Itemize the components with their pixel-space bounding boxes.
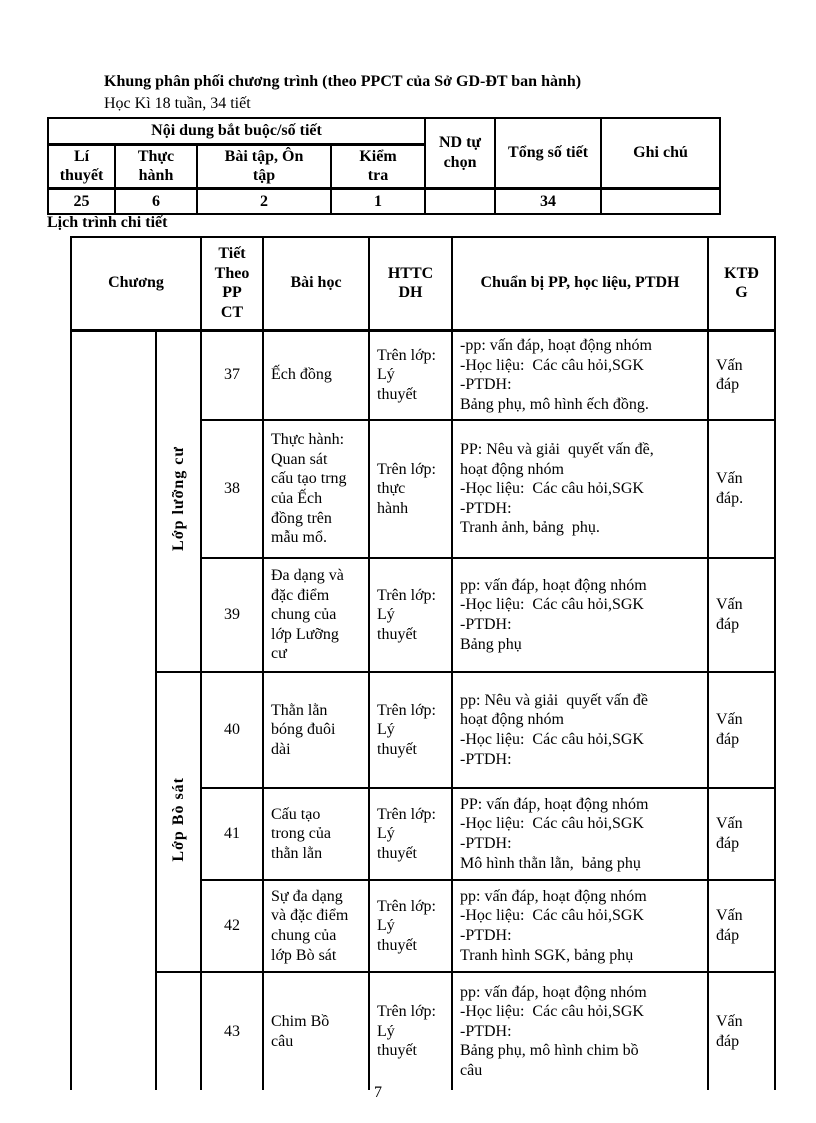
summary-value-theory: 25: [47, 187, 116, 216]
summary-header-notes: Ghi chú: [600, 116, 722, 190]
summary-header-optional-content: ND tự chọn: [424, 116, 497, 190]
summary-table: Nội dung bắt buộc/số tiết ND tự chọn Tổn…: [46, 116, 722, 216]
cell-form-38: Trên lớp: thực hành: [368, 419, 453, 559]
page-number: 7: [374, 1084, 382, 1101]
summary-value-exercise-review: 2: [196, 187, 332, 216]
cell-lesson-37: Ếch đồng: [262, 329, 370, 421]
cell-lesson-40: Thằn lằn bóng đuôi dài: [262, 671, 370, 789]
chapter-group-next: [155, 971, 202, 1090]
cell-form-40: Trên lớp: Lý thuyết: [368, 671, 453, 789]
cell-assessment-39: Vấn đáp: [707, 557, 776, 673]
schedule-table: Chương Tiết Theo PP CT Bài học HTTC DH C…: [70, 236, 776, 1090]
cell-lesson-41: Cấu tạo trong của thằn lằn: [262, 787, 370, 881]
cell-preparation-39: pp: vấn đáp, hoạt động nhóm -Học liệu: C…: [451, 557, 709, 673]
schedule-row-38: 38 Thực hành: Quan sát cấu tạo trng của …: [71, 419, 776, 559]
document-title: Khung phân phối chương trình (theo PPCT …: [104, 73, 582, 90]
schedule-table-container: Chương Tiết Theo PP CT Bài học HTTC DH C…: [70, 236, 776, 1090]
chapter-outer-cell: [70, 329, 157, 1090]
cell-lesson-43: Chim Bồ câu: [262, 971, 370, 1090]
summary-value-total: 34: [494, 187, 603, 216]
semester-info: Học Kì 18 tuần, 34 tiết: [104, 95, 251, 112]
cell-assessment-40: Vấn đáp: [707, 671, 776, 789]
schedule-header-row: Chương Tiết Theo PP CT Bài học HTTC DH C…: [70, 236, 776, 332]
summary-table-container: Nội dung bắt buộc/số tiết ND tự chọn Tổn…: [46, 116, 722, 216]
summary-value-notes: [600, 187, 722, 216]
summary-value-test: 1: [329, 187, 427, 216]
summary-subheader-exercise-review: Bài tập, Ôn tập: [196, 142, 332, 190]
chapter-group-amphibia-label: Lớp lưỡng cư: [169, 446, 187, 551]
cell-preparation-41: PP: vấn đáp, hoạt động nhóm -Học liệu: C…: [451, 787, 709, 881]
cell-form-42: Trên lớp: Lý thuyết: [368, 879, 453, 973]
cell-preparation-40: pp: Nêu và giải quyết vấn đề hoạt động n…: [451, 671, 709, 789]
summary-subheader-test: Kiểm tra: [329, 142, 427, 190]
cell-lesson-39: Đa dạng và đặc điểm chung của lớp Lưỡng …: [262, 557, 370, 673]
schedule-row-42: 42 Sự đa dạng và đặc điểm chung của lớp …: [71, 879, 776, 973]
cell-form-37: Trên lớp: Lý thuyết: [368, 329, 453, 421]
chapter-group-amphibia: Lớp lưỡng cư: [155, 329, 202, 673]
header-preparation: Chuẩn bị PP, học liệu, PTDH: [451, 236, 709, 332]
summary-subheader-practice: Thực hành: [114, 142, 198, 190]
header-teaching-form: HTTC DH: [368, 236, 453, 332]
header-period-number: Tiết Theo PP CT: [200, 236, 264, 332]
schedule-row-39: 39 Đa dạng và đặc điểm chung của lớp Lưỡ…: [71, 557, 776, 673]
schedule-row-43: 43 Chim Bồ câu Trên lớp: Lý thuyết pp: v…: [71, 971, 776, 1090]
header-chapter: Chương: [70, 236, 202, 332]
cell-lesson-42: Sự đa dạng và đặc điểm chung của lớp Bò …: [262, 879, 370, 973]
schedule-row-37: Lớp lưỡng cư 37 Ếch đồng Trên lớp: Lý th…: [70, 329, 776, 1090]
schedule-section-heading: Lịch trình chi tiết: [47, 214, 168, 231]
cell-form-43: Trên lớp: Lý thuyết: [368, 971, 453, 1090]
cell-period-41: 41: [200, 787, 264, 881]
chapter-group-reptilia: Lớp Bò sát: [155, 671, 202, 973]
cell-period-37: 37: [200, 329, 264, 421]
summary-value-optional: [424, 187, 497, 216]
cell-period-38: 38: [200, 419, 264, 559]
header-lesson: Bài học: [262, 236, 370, 332]
chapter-group-reptilia-label: Lớp Bò sát: [169, 776, 187, 862]
header-assessment: KTĐ G: [707, 236, 776, 332]
cell-preparation-37: -pp: vấn đáp, hoạt động nhóm -Học liệu: …: [451, 329, 709, 421]
cell-assessment-43: Vấn đáp: [707, 971, 776, 1090]
summary-header-required-content: Nội dung bắt buộc/số tiết: [46, 117, 427, 146]
cell-assessment-37: Vấn đáp: [707, 329, 776, 421]
cell-assessment-41: Vấn đáp: [707, 787, 776, 881]
schedule-row-41: 41 Cấu tạo trong của thằn lằn Trên lớp: …: [71, 787, 776, 881]
summary-value-practice: 6: [114, 187, 198, 216]
summary-header-total-periods: Tổng số tiết: [494, 116, 603, 190]
schedule-row-40: Lớp Bò sát 40 Thằn lằn bóng đuôi dài Trê…: [71, 671, 776, 973]
cell-period-39: 39: [200, 557, 264, 673]
cell-period-40: 40: [200, 671, 264, 789]
cell-assessment-38: Vấn đáp.: [707, 419, 776, 559]
cell-period-42: 42: [200, 879, 264, 973]
cell-lesson-38: Thực hành: Quan sát cấu tạo trng của Ếch…: [262, 419, 370, 559]
cell-preparation-43: pp: vấn đáp, hoạt động nhóm -Học liệu: C…: [451, 971, 709, 1090]
cell-period-43: 43: [200, 971, 264, 1090]
cell-form-39: Trên lớp: Lý thuyết: [368, 557, 453, 673]
cell-assessment-42: Vấn đáp: [707, 879, 776, 973]
cell-form-41: Trên lớp: Lý thuyết: [368, 787, 453, 881]
cell-preparation-42: pp: vấn đáp, hoạt động nhóm -Học liệu: C…: [451, 879, 709, 973]
cell-preparation-38: PP: Nêu và giải quyết vấn đề, hoạt động …: [451, 419, 709, 559]
summary-subheader-theory: Lí thuyết: [47, 142, 116, 190]
